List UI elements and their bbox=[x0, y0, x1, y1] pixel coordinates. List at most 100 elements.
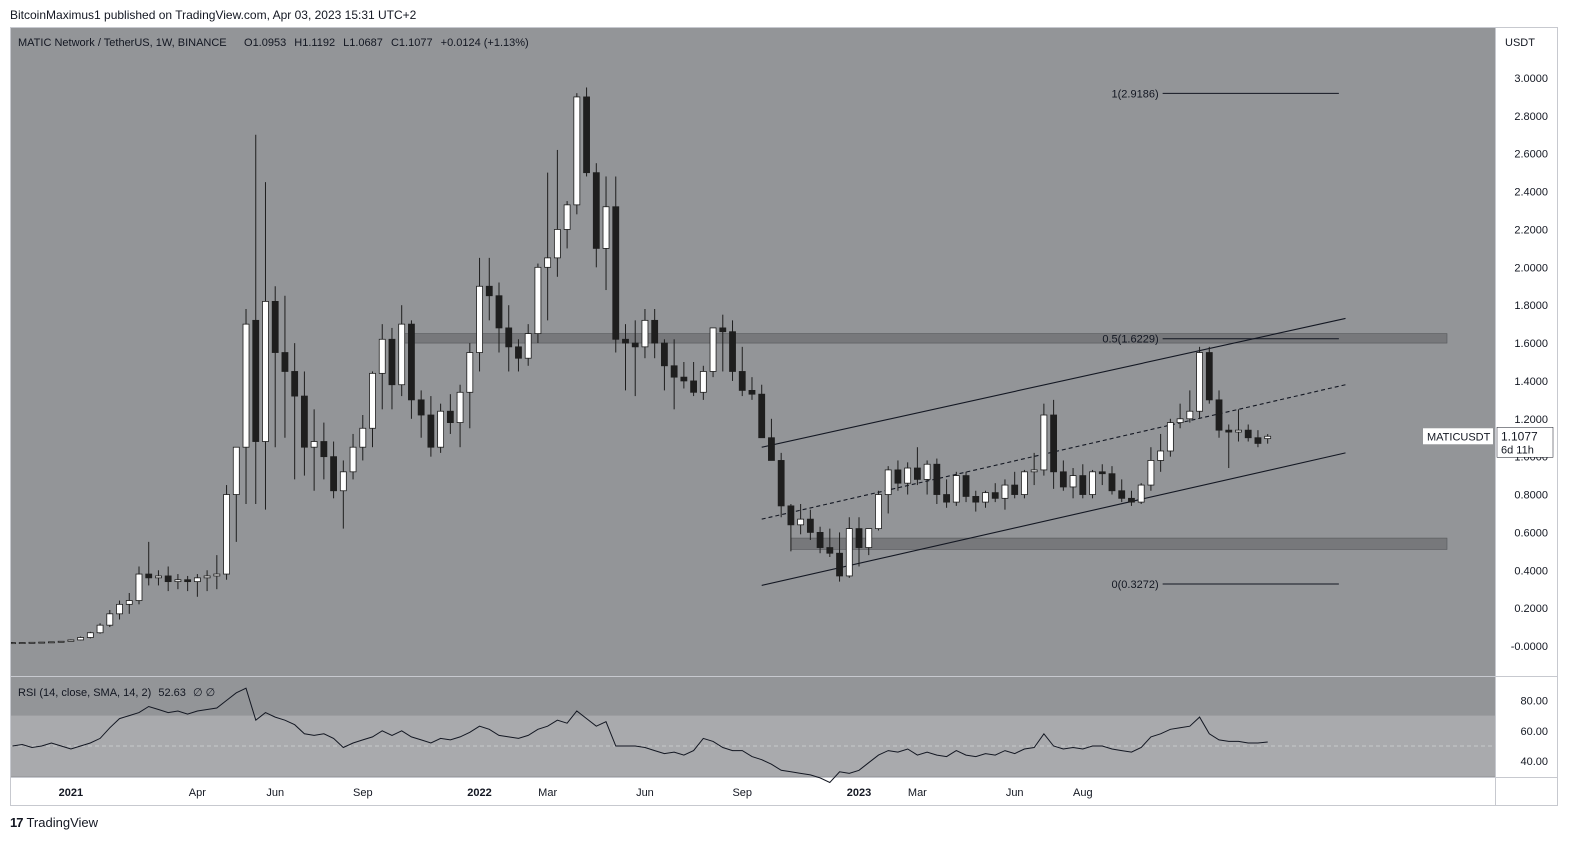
candle-body bbox=[106, 613, 114, 626]
footer-brand-name: TradingView bbox=[26, 815, 99, 830]
time-tick-label: Mar bbox=[908, 787, 927, 799]
candle-body bbox=[125, 600, 133, 605]
candle-body bbox=[456, 391, 464, 423]
price-tag-box bbox=[1496, 427, 1554, 458]
candle-body bbox=[495, 295, 503, 329]
candle-body bbox=[855, 528, 863, 548]
candle-body bbox=[203, 575, 211, 579]
candle-body bbox=[476, 285, 483, 353]
candle-body bbox=[933, 463, 941, 495]
candle-body bbox=[1244, 429, 1252, 439]
publisher-line: BitcoinMaximus1 published on TradingView… bbox=[10, 8, 417, 22]
time-tick-label: Apr bbox=[189, 787, 206, 799]
candle-body bbox=[223, 494, 230, 575]
candle-body bbox=[991, 492, 999, 499]
candle-body bbox=[641, 319, 649, 348]
chart-frame[interactable]: 3.0000 2.8000 2.6000 2.4000 2.2000 2.0000 1.80… bbox=[10, 27, 1558, 806]
price-tick-label: 2.8000 bbox=[1514, 111, 1548, 123]
price-tag[interactable]: 1.1077 6d 11h MATICUSDT bbox=[1423, 427, 1554, 458]
price-chart[interactable]: 3.0000 2.8000 2.6000 2.4000 2.2000 2.0000 1.80… bbox=[11, 28, 1557, 805]
candle-body bbox=[806, 518, 814, 533]
candle-body bbox=[281, 352, 289, 372]
candle-body bbox=[1011, 484, 1019, 495]
candle-body bbox=[515, 346, 522, 359]
candle-body bbox=[505, 327, 513, 348]
candle-body bbox=[485, 285, 493, 297]
candle-body bbox=[1225, 429, 1233, 433]
candle-body bbox=[86, 632, 94, 638]
time-tick-label: Aug bbox=[1073, 787, 1093, 799]
candle-body bbox=[48, 641, 55, 644]
candle-body bbox=[232, 446, 240, 495]
legend-change: +0.0124 (+1.13%) bbox=[441, 37, 529, 49]
rsi-tick-label: 80.00 bbox=[1520, 695, 1548, 707]
candle-body bbox=[300, 395, 308, 448]
candle-body bbox=[1001, 484, 1009, 499]
candle-body bbox=[349, 446, 357, 473]
candle-body bbox=[962, 475, 970, 497]
candle-body bbox=[583, 96, 590, 174]
legend-h: 1.1192 bbox=[302, 37, 335, 49]
rsi-tick-label: 40.00 bbox=[1520, 756, 1548, 768]
fib-label-bottom: 0(0.3272) bbox=[1112, 579, 1159, 591]
price-tick-label: 0.4000 bbox=[1514, 565, 1548, 577]
candle-body bbox=[544, 257, 552, 268]
time-tick-label: Jun bbox=[636, 787, 654, 799]
candle-body bbox=[116, 603, 123, 615]
time-tick-label: Mar bbox=[538, 787, 557, 799]
rsi-tick-label: 60.00 bbox=[1520, 726, 1548, 738]
price-tick-label: 0.8000 bbox=[1514, 490, 1548, 502]
candle-body bbox=[972, 496, 980, 503]
fib-label-mid: 0.5(1.6229) bbox=[1102, 334, 1158, 346]
candle-body bbox=[437, 410, 445, 448]
candle-body bbox=[524, 333, 532, 359]
time-tick-label: 2023 bbox=[847, 787, 871, 799]
candle-body bbox=[1030, 469, 1038, 473]
candle-body bbox=[310, 441, 318, 448]
candle-body bbox=[865, 528, 873, 548]
candle-body bbox=[398, 323, 406, 386]
candle-body bbox=[67, 639, 75, 642]
candle-body bbox=[534, 266, 542, 334]
price-tick-label: 0.2000 bbox=[1514, 603, 1548, 615]
candle-body bbox=[213, 573, 221, 577]
price-tick-label: -0.0000 bbox=[1511, 641, 1548, 653]
candle-body bbox=[417, 399, 425, 416]
candle-body bbox=[262, 301, 269, 442]
price-tick-label: 1.4000 bbox=[1514, 376, 1548, 388]
candle-body bbox=[174, 579, 182, 583]
candle-body bbox=[427, 414, 435, 448]
legend-o-label: O bbox=[244, 37, 253, 49]
candle-body bbox=[1157, 450, 1165, 461]
candle-body bbox=[816, 531, 824, 548]
candle-body bbox=[680, 376, 688, 382]
sr-zone-1 bbox=[790, 537, 1448, 550]
candle-body bbox=[155, 575, 162, 579]
candle-body bbox=[359, 427, 367, 448]
candle-body bbox=[923, 463, 931, 480]
ticker-tag-box bbox=[1423, 428, 1493, 445]
candle-body bbox=[1108, 473, 1116, 492]
footer-brand[interactable]: 17 TradingView bbox=[10, 815, 98, 830]
candle-body bbox=[602, 206, 610, 249]
candle-body bbox=[1147, 460, 1155, 486]
price-axis[interactable]: 3.0000 2.8000 2.6000 2.4000 2.2000 2.0000 1.80… bbox=[1511, 73, 1548, 653]
legend-c-label: C bbox=[391, 37, 399, 49]
fib-levels bbox=[1162, 92, 1339, 585]
legend-c: 1.1077 bbox=[399, 37, 433, 49]
rsi-axis[interactable]: 80.00 60.00 40.00 bbox=[1520, 695, 1548, 768]
candle-body bbox=[1254, 437, 1262, 444]
rsi-plot bbox=[11, 687, 1495, 784]
candle-body bbox=[777, 460, 785, 507]
candle-body bbox=[1186, 410, 1194, 420]
candle-body bbox=[1021, 471, 1028, 495]
tradingview-logo-icon: 17 bbox=[10, 815, 24, 830]
candle-body bbox=[1128, 497, 1135, 503]
candle-body bbox=[952, 475, 960, 503]
candle-body bbox=[622, 338, 629, 344]
time-axis[interactable]: 2021 Apr Jun Sep 2022 Mar Jun Sep 2023 Mar Jun Aug bbox=[59, 787, 1093, 799]
candle-body bbox=[291, 371, 299, 397]
candle-body bbox=[836, 552, 843, 577]
candle-body bbox=[904, 467, 912, 484]
time-tick-label: Sep bbox=[353, 787, 373, 799]
